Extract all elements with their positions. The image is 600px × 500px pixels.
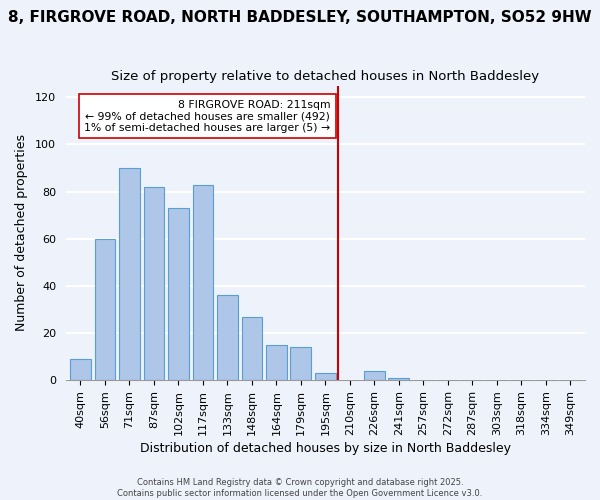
Bar — [266, 345, 287, 380]
Bar — [242, 316, 262, 380]
Bar — [143, 187, 164, 380]
Bar — [70, 359, 91, 380]
Text: Contains HM Land Registry data © Crown copyright and database right 2025.
Contai: Contains HM Land Registry data © Crown c… — [118, 478, 482, 498]
Text: 8, FIRGROVE ROAD, NORTH BADDESLEY, SOUTHAMPTON, SO52 9HW: 8, FIRGROVE ROAD, NORTH BADDESLEY, SOUTH… — [8, 10, 592, 25]
Title: Size of property relative to detached houses in North Baddesley: Size of property relative to detached ho… — [112, 70, 539, 83]
Bar — [364, 371, 385, 380]
Y-axis label: Number of detached properties: Number of detached properties — [15, 134, 28, 332]
X-axis label: Distribution of detached houses by size in North Baddesley: Distribution of detached houses by size … — [140, 442, 511, 455]
Bar — [168, 208, 189, 380]
Bar — [290, 347, 311, 380]
Bar — [193, 184, 214, 380]
Bar — [388, 378, 409, 380]
Bar — [315, 373, 336, 380]
Bar — [95, 239, 115, 380]
Bar — [119, 168, 140, 380]
Text: 8 FIRGROVE ROAD: 211sqm
← 99% of detached houses are smaller (492)
1% of semi-de: 8 FIRGROVE ROAD: 211sqm ← 99% of detache… — [84, 100, 330, 133]
Bar — [217, 296, 238, 380]
